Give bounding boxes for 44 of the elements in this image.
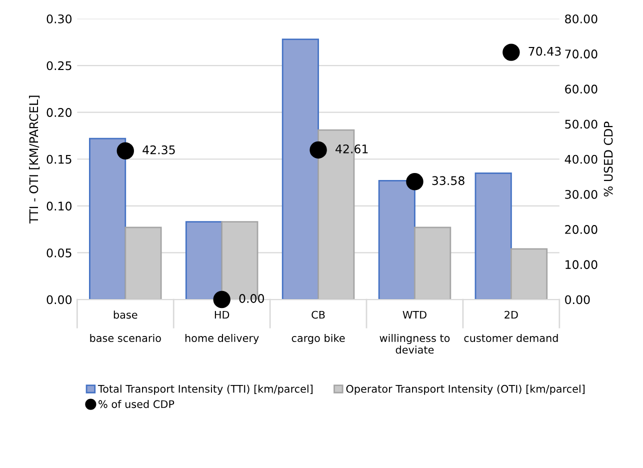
y2-axis-title: % USED CDP <box>604 122 613 196</box>
bar <box>282 38 319 300</box>
y2-tick-label: 10.00 <box>566 260 598 270</box>
point <box>310 141 327 159</box>
y2-tick-label: 70.00 <box>565 50 598 58</box>
point <box>502 44 520 61</box>
data-label: 33.58 <box>432 176 464 186</box>
point <box>406 173 424 190</box>
y-tick-label: 0.25 <box>46 61 72 70</box>
category-label: WTD willingness to deviate <box>380 310 450 354</box>
point <box>213 290 230 308</box>
legend-label: Total Transport Intensity (TTI) [km/parcel] <box>98 384 313 395</box>
y-tick-label: 0.10 <box>46 202 72 211</box>
y-tick-label: 0.30 <box>46 14 72 24</box>
bar <box>185 221 223 300</box>
y-axis-title: TTI - OTI [KM/PARCEL] <box>29 96 40 224</box>
y-tick-label: 0.15 <box>46 154 72 164</box>
bar <box>474 172 512 300</box>
y-tick-label: 0.05 <box>46 248 72 258</box>
data-label: 0.00 <box>239 294 264 303</box>
y2-tick-label: 40.00 <box>564 154 598 164</box>
data-label: 70.43 <box>528 46 561 56</box>
bar <box>378 180 416 300</box>
bar <box>89 138 126 300</box>
bar <box>510 248 548 300</box>
legend-label: % of used CDP <box>98 400 174 408</box>
y2-tick-label: 20.00 <box>565 225 598 234</box>
category-label: base base scenario <box>90 310 161 342</box>
category-label: HD home delivery <box>185 310 259 344</box>
data-label: 42.61 <box>336 144 368 154</box>
bar <box>124 226 162 300</box>
bar <box>414 226 452 300</box>
y-tick-label: 0.20 <box>46 108 72 117</box>
data-label: 42.35 <box>142 145 175 154</box>
y2-tick-label: 0.00 <box>565 295 590 304</box>
y-tick-label: 0.00 <box>46 295 72 304</box>
y2-tick-label: 30.00 <box>565 190 598 199</box>
point <box>116 142 134 160</box>
y2-tick-label: 80.00 <box>565 14 598 24</box>
legend-label: Operator Transport Intensity (OTI) [km/parcel] <box>346 384 585 395</box>
y2-tick-label: 50.00 <box>565 120 598 129</box>
category-label: 2D customer demand <box>464 310 558 342</box>
y2-tick-label: 60.00 <box>565 84 598 94</box>
category-label: CB cargo bike <box>292 310 345 344</box>
